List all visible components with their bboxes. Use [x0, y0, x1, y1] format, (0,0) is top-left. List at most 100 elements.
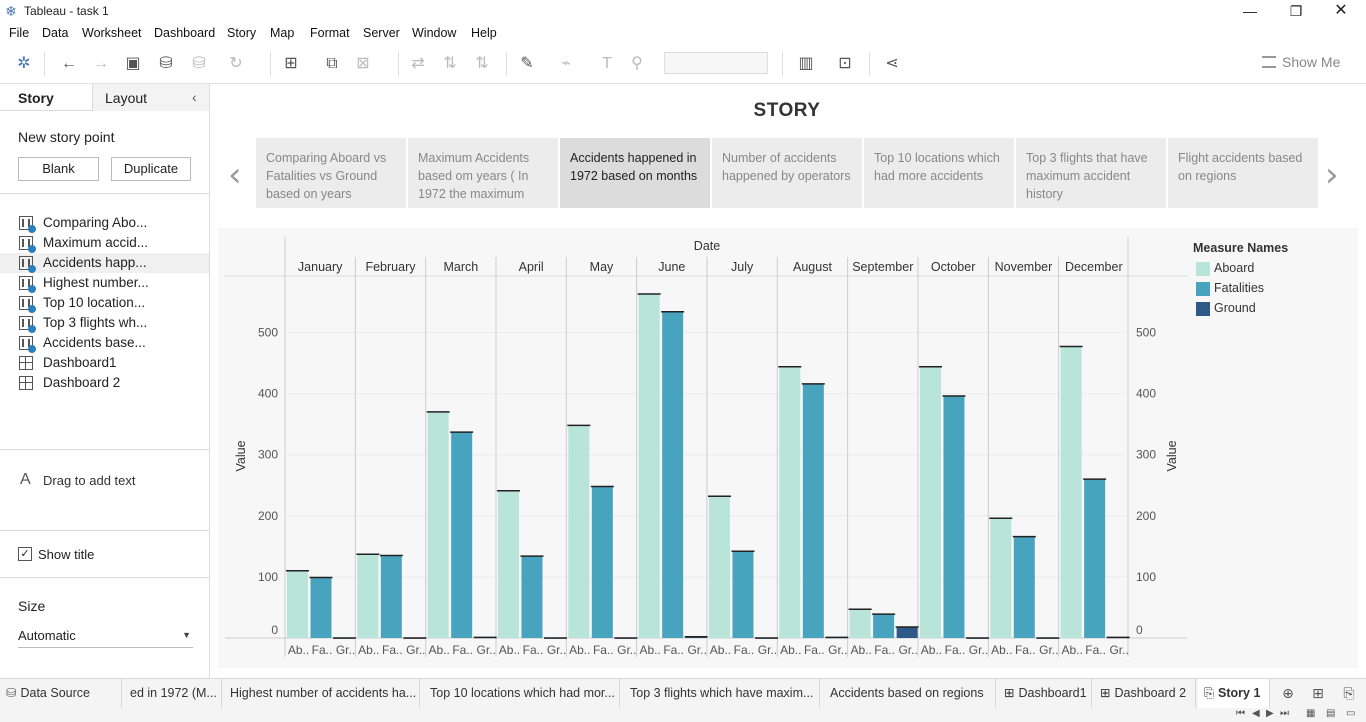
collapse-panel-icon[interactable]: ‹ — [192, 89, 197, 105]
legend-label: Fatalities — [1214, 281, 1265, 295]
new-story-tab-icon[interactable]: ⎘ — [1343, 685, 1355, 701]
sort-ascending-icon[interactable]: ⇅ — [443, 55, 457, 72]
tab-label: Top 10 locations which had mor... — [430, 686, 615, 700]
show-tabs-icon[interactable]: ▭ — [1346, 708, 1356, 719]
story-point-caption[interactable]: Number of accidents happened by operator… — [712, 138, 862, 208]
menu-story[interactable]: Story — [227, 26, 257, 40]
story-point-caption-selected[interactable]: Accidents happened in 1972 based on mont… — [560, 138, 710, 208]
story-point-caption[interactable]: Top 10 locations which had more accident… — [864, 138, 1014, 208]
dashboard-tab[interactable]: ⊞ Dashboard1 — [998, 679, 1092, 708]
sheet-item-label: Top 10 location... — [43, 295, 146, 310]
fit-dropdown[interactable] — [664, 52, 768, 74]
duplicate-button[interactable]: Duplicate — [111, 157, 191, 181]
new-data-source-icon[interactable]: ⛁ — [159, 55, 173, 72]
worksheet-icon — [19, 236, 36, 253]
menu-file[interactable]: File — [9, 26, 30, 40]
sheet-tab[interactable]: Highest number of accidents ha... — [224, 679, 420, 708]
menu-help[interactable]: Help — [471, 26, 497, 40]
undo-icon[interactable]: ← — [61, 55, 77, 72]
tab-layout[interactable]: Layout — [92, 84, 209, 111]
tableau-logo-icon: ❄ — [5, 3, 17, 19]
new-dashboard-tab-icon[interactable]: ⊞ — [1312, 685, 1324, 701]
size-heading: Size — [18, 598, 46, 614]
legend-swatch — [1196, 262, 1210, 276]
sheet-item[interactable]: Maximum accid... — [0, 233, 209, 253]
dashboard-item[interactable]: Dashboard1 — [0, 353, 209, 373]
menu-worksheet[interactable]: Worksheet — [82, 26, 142, 40]
duplicate-sheet-icon[interactable]: ⧉ — [326, 55, 338, 72]
sheet-item[interactable]: Top 3 flights wh... — [0, 313, 209, 333]
new-worksheet-icon[interactable]: ⊞ — [284, 55, 298, 72]
fix-axes-icon[interactable]: ⚲ — [631, 55, 643, 72]
previous-page-icon[interactable]: ◀ — [1252, 708, 1260, 719]
first-page-icon[interactable]: ⏮ — [1236, 708, 1245, 719]
story-point-caption[interactable]: Maximum Accidents based om years ( In 19… — [408, 138, 558, 208]
previous-story-point-icon[interactable]: ‹ — [228, 155, 242, 195]
show-me-button[interactable]: Show Me — [1262, 54, 1340, 70]
data-source-tab[interactable]: ⛁ Data Source — [0, 679, 122, 708]
drag-to-add-text[interactable]: Drag to add text — [43, 473, 136, 488]
tab-story[interactable]: Story — [18, 90, 54, 106]
tableau-home-icon[interactable]: ✲ — [17, 55, 31, 72]
menu-data[interactable]: Data — [42, 26, 69, 40]
sheet-tab[interactable]: Top 3 flights which have maxim... — [624, 679, 820, 708]
next-page-icon[interactable]: ▶ — [1266, 708, 1274, 719]
menu-map[interactable]: Map — [270, 26, 295, 40]
sheet-tabs-bar: ⛁ Data Source ed in 1972 (M... Highest nu… — [0, 678, 1366, 708]
legend-label: Aboard — [1214, 261, 1255, 275]
menu-format[interactable]: Format — [310, 26, 350, 40]
viz-area — [218, 228, 1358, 668]
divider — [0, 530, 209, 531]
sheet-tab[interactable]: ed in 1972 (M... — [124, 679, 222, 708]
new-worksheet-tab-icon[interactable]: ⊕ — [1282, 685, 1294, 701]
title-bar: ❄ Tableau - task 1 — ❐ ✕ — [0, 0, 1366, 23]
show-filmstrip-icon[interactable]: ▦ — [1306, 708, 1316, 719]
sheet-tab[interactable]: Top 10 locations which had mor... — [424, 679, 620, 708]
sheet-tab[interactable]: Accidents based on regions — [824, 679, 996, 708]
story-point-caption[interactable]: Flight accidents based on regions — [1168, 138, 1318, 208]
show-sheet-sorter-icon[interactable]: ▤ — [1326, 708, 1336, 719]
show-mark-labels-icon[interactable]: T — [602, 55, 612, 72]
sheet-item-label: Maximum accid... — [43, 235, 149, 250]
highlight-icon[interactable]: ✎ — [520, 55, 534, 72]
text-object-icon[interactable]: A — [20, 471, 31, 488]
close-icon[interactable]: ✕ — [1334, 2, 1348, 19]
last-page-icon[interactable]: ⏭ — [1280, 708, 1289, 719]
story-tab-active[interactable]: ⎘ Story 1 — [1198, 679, 1270, 708]
legend-swatch — [1196, 282, 1210, 296]
toolbar-separator — [398, 52, 399, 76]
story-panel: Story Layout ‹ New story point Blank Dup… — [0, 84, 210, 678]
sheet-item[interactable]: Accidents happ... — [0, 253, 209, 273]
next-story-point-icon[interactable]: › — [1325, 155, 1339, 195]
save-icon[interactable]: ▣ — [125, 55, 141, 72]
show-title-checkbox[interactable]: ✓ — [18, 547, 32, 561]
menu-server[interactable]: Server — [363, 26, 400, 40]
dashboard-tab[interactable]: ⊞ Dashboard 2 — [1094, 679, 1196, 708]
story-point-caption[interactable]: Top 3 flights that have maximum accident… — [1016, 138, 1166, 208]
swap-rows-columns-icon[interactable]: ⇄ — [411, 55, 425, 72]
sheet-item[interactable]: Top 10 location... — [0, 293, 209, 313]
menu-window[interactable]: Window — [412, 26, 457, 40]
refresh-icon[interactable]: ↻ — [229, 55, 243, 72]
group-members-icon[interactable]: ⌁ — [561, 55, 571, 72]
menu-dashboard[interactable]: Dashboard — [154, 26, 216, 40]
dashboard-item[interactable]: Dashboard 2 — [0, 373, 209, 393]
minimize-icon[interactable]: — — [1243, 3, 1257, 19]
pause-updates-icon[interactable]: ⛁ — [192, 55, 206, 72]
clear-sheet-icon[interactable]: ⊠ — [356, 55, 370, 72]
sheet-item[interactable]: Accidents base... — [0, 333, 209, 353]
sheet-item[interactable]: Comparing Abo... — [0, 213, 209, 233]
presentation-mode-icon[interactable]: ⊡ — [838, 55, 852, 72]
restore-icon[interactable]: ❐ — [1289, 3, 1303, 19]
size-dropdown[interactable]: Automatic ▼ — [18, 628, 193, 648]
share-icon[interactable]: ⋖ — [885, 55, 899, 72]
tab-label: Dashboard 2 — [1114, 686, 1187, 700]
fit-icon[interactable]: ▥ — [798, 55, 814, 72]
toolbar-separator — [869, 52, 870, 76]
sort-descending-icon[interactable]: ⇅ — [475, 55, 489, 72]
sheet-item[interactable]: Highest number... — [0, 273, 209, 293]
sheet-item-label: Highest number... — [43, 275, 149, 290]
redo-icon[interactable]: → — [93, 55, 109, 72]
blank-button[interactable]: Blank — [18, 157, 99, 181]
story-point-caption[interactable]: Comparing Aboard vs Fatalities vs Ground… — [256, 138, 406, 208]
